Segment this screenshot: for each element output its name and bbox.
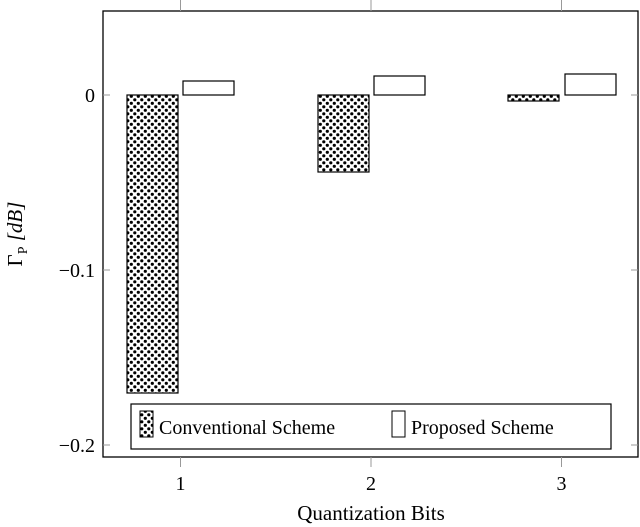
legend-swatch-conventional bbox=[139, 410, 154, 438]
y-title-sub: P bbox=[16, 246, 31, 254]
plot-frame bbox=[102, 10, 639, 458]
ytick-label-0: 0 bbox=[85, 85, 95, 107]
ytick-label-neg-0.1: −0.1 bbox=[59, 260, 95, 282]
ytick-label-neg-0.2: −0.2 bbox=[59, 435, 95, 457]
bar-proposed-2 bbox=[373, 75, 426, 96]
bar-conventional-1 bbox=[126, 94, 179, 394]
legend: Conventional Scheme Proposed Scheme bbox=[130, 403, 612, 450]
y-title-unit: [dB] bbox=[3, 202, 27, 242]
bar-conventional-2 bbox=[317, 94, 370, 173]
legend-swatch-proposed bbox=[391, 410, 406, 438]
series-proposed bbox=[182, 73, 617, 96]
legend-box bbox=[130, 403, 612, 450]
svg-text:ΓP [dB]: ΓP [dB] bbox=[3, 202, 31, 267]
xtick-label-1: 1 bbox=[176, 473, 186, 495]
x-ticks bbox=[180, 0, 562, 467]
xtick-label-2: 2 bbox=[366, 473, 376, 495]
xtick-label-3: 3 bbox=[557, 473, 567, 495]
y-ticks bbox=[103, 94, 638, 446]
legend-label-conventional: Conventional Scheme bbox=[159, 417, 335, 439]
legend-label-proposed: Proposed Scheme bbox=[411, 417, 554, 439]
bar-proposed-1 bbox=[182, 80, 235, 96]
y-title-main: Γ bbox=[3, 254, 27, 266]
y-axis-title: ΓP [dB] bbox=[3, 202, 31, 267]
x-axis-title: Quantization Bits bbox=[297, 501, 445, 525]
series-conventional bbox=[126, 94, 560, 394]
bar-conventional-3 bbox=[507, 94, 560, 102]
bar-proposed-3 bbox=[564, 73, 617, 96]
